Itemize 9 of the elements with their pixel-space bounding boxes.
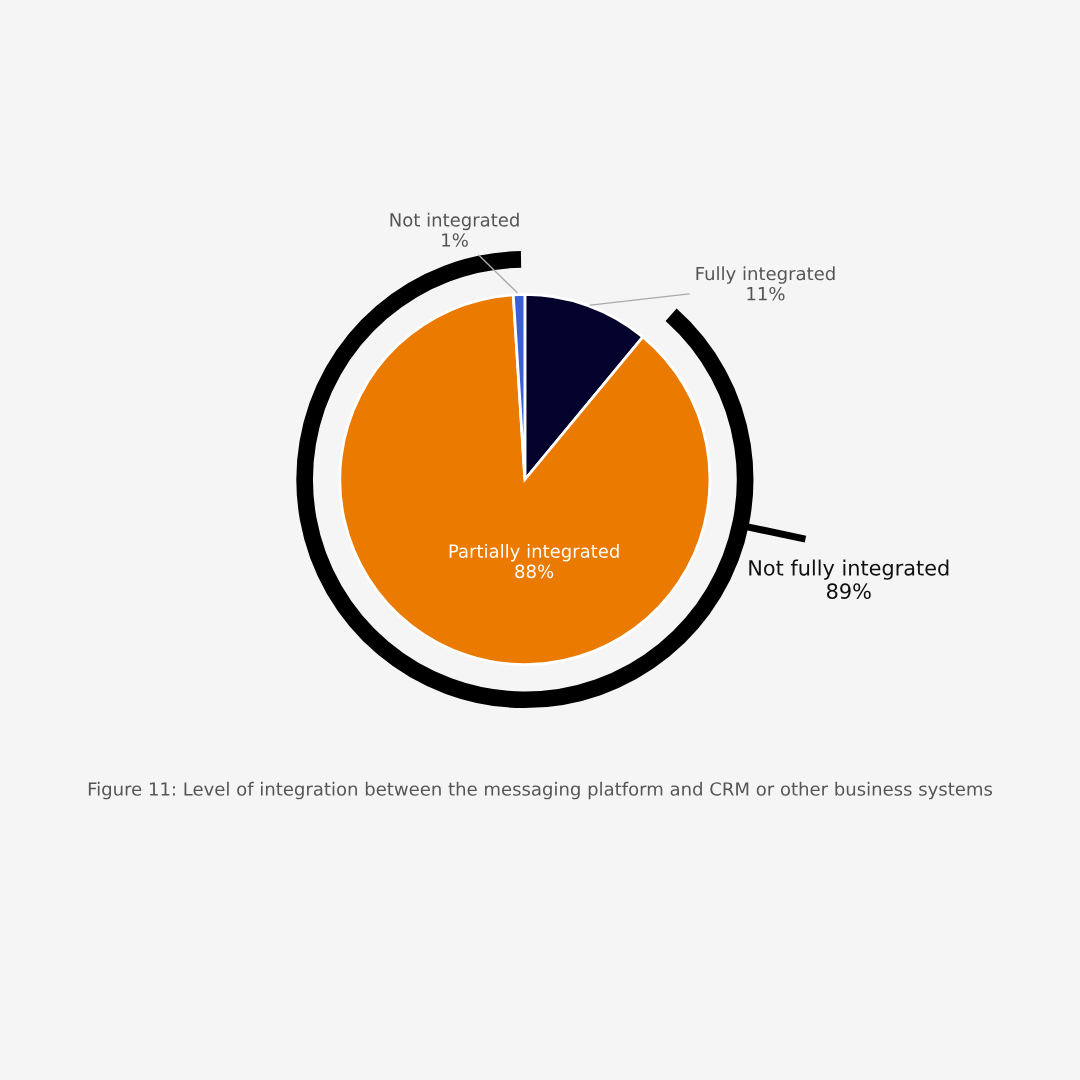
pie-slice <box>338 293 712 666</box>
slice-label: Fully integrated <box>696 266 835 284</box>
data-label: 1% <box>442 233 468 247</box>
slice-label: Partially integrated <box>449 543 619 562</box>
data-label: 88% <box>515 564 554 579</box>
caption: Figure 11: Level of integration between the messaging platform and CRM or other business systems <box>88 781 993 800</box>
slice-label: Not integrated <box>390 212 519 231</box>
data-label: 11% <box>747 286 785 301</box>
text: Not fully integrated 89% <box>749 559 949 600</box>
